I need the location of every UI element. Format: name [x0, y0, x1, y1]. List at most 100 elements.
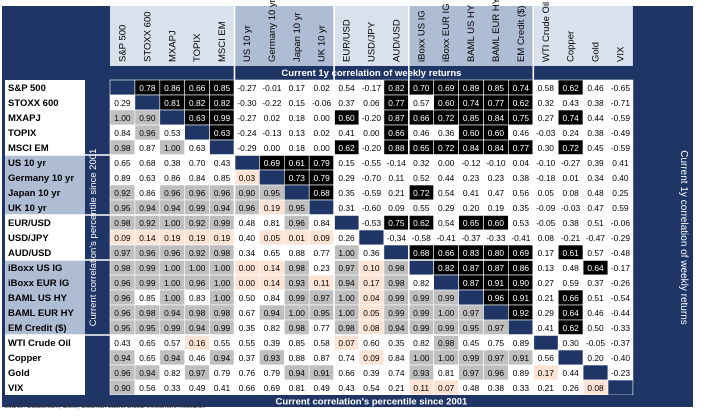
column-header-label: BAML US HY	[466, 4, 477, 62]
row-label: MSCI EM	[8, 143, 49, 154]
cell-value: 0.06	[363, 98, 380, 108]
cell-value: 0.83	[189, 293, 206, 303]
cell-value: 0.45	[587, 143, 604, 153]
cell-value: 0.04	[363, 293, 380, 303]
cell-value: 0.86	[164, 173, 181, 183]
cell-value: 0.17	[538, 368, 555, 378]
cell-value: 0.65	[139, 353, 156, 363]
cell-value: 0.81	[264, 218, 281, 228]
column-header-label: S&P 500	[117, 25, 128, 62]
cell-value: 0.84	[388, 353, 405, 363]
cell-value: 0.79	[264, 368, 281, 378]
cell-value: 0.05	[538, 188, 555, 198]
cell-value: 0.68	[413, 248, 430, 258]
cell-value: 1.00	[214, 278, 231, 288]
column-group-band	[234, 6, 335, 66]
cell-value: -0.14	[387, 158, 406, 168]
cell-value: 0.74	[463, 98, 480, 108]
cell-value: 0.99	[438, 293, 455, 303]
cell-value: 0.41	[538, 323, 555, 333]
cell-value: 0.20	[587, 353, 604, 363]
cell-value: 0.23	[463, 173, 480, 183]
cell-value: 0.87	[488, 263, 505, 273]
cell-value: 0.90	[513, 278, 530, 288]
cell-value: 0.85	[289, 338, 306, 348]
cell-value: 0.38	[164, 158, 181, 168]
cell-value: 0.98	[289, 263, 306, 273]
cell-value: 0.52	[413, 173, 430, 183]
cell-value: 0.97	[114, 248, 131, 258]
column-header-label: USD/JPY	[366, 21, 377, 62]
cell-value: 0.37	[239, 353, 256, 363]
cell-value: 0.99	[214, 218, 231, 228]
cell-value: -0.09	[536, 203, 555, 213]
cell-value: -0.58	[412, 233, 431, 243]
cell-value: 0.01	[562, 173, 579, 183]
cell-value: 0.86	[139, 188, 156, 198]
cell-value: 0.58	[313, 338, 330, 348]
cell-value: 0.35	[338, 188, 355, 198]
cell-value: 0.40	[612, 173, 629, 183]
cell-value: 0.43	[562, 98, 579, 108]
cell-value: 0.99	[139, 263, 156, 273]
cell-value: 1.00	[438, 308, 455, 318]
cell-value: 0.94	[114, 353, 131, 363]
row-label: BAML EUR HY	[8, 308, 74, 319]
cell-value: 0.60	[338, 113, 355, 123]
cell-value: 0.95	[463, 323, 480, 333]
cell-value: 0.64	[562, 308, 579, 318]
cell-value: 0.67	[239, 308, 256, 318]
cell-value: 0.19	[488, 203, 505, 213]
cell-value: 0.63	[189, 143, 206, 153]
cell-value: -0.27	[561, 158, 580, 168]
cell-value: 0.09	[363, 353, 380, 363]
cell-value: 0.77	[388, 98, 405, 108]
cell-value: 0.97	[463, 368, 480, 378]
cell-value: 0.30	[538, 143, 555, 153]
column-header-background	[110, 6, 633, 66]
cell-value: 0.94	[289, 368, 306, 378]
cell-value: 0.39	[587, 158, 604, 168]
cell-value: 1.00	[438, 353, 455, 363]
cell-value: 0.21	[388, 383, 405, 393]
cell-value: 0.96	[239, 203, 256, 213]
cell-value: 0.55	[214, 338, 231, 348]
cell-value: 0.76	[239, 368, 256, 378]
cell-value: 0.59	[562, 278, 579, 288]
cell-value: 0.49	[313, 383, 330, 393]
cell-value: 0.89	[463, 83, 480, 93]
column-header-label: TOPIX	[192, 33, 203, 62]
column-header-label: AUD/USD	[391, 19, 402, 62]
cell-value: 0.99	[289, 293, 306, 303]
cell-value: 0.34	[587, 173, 604, 183]
diagonal-cell	[109, 79, 136, 96]
cell-value: 0.19	[189, 233, 206, 243]
column-header-label: BAML EUR HY	[491, 0, 502, 62]
cell-value: 0.82	[264, 323, 281, 333]
cell-value: 0.96	[488, 368, 505, 378]
cell-value: 0.27	[538, 278, 555, 288]
cell-value: 0.94	[214, 203, 231, 213]
cell-value: 0.19	[214, 233, 231, 243]
cell-value: -0.10	[536, 158, 555, 168]
cell-value: 0.29	[438, 203, 455, 213]
cell-value: 0.57	[164, 338, 181, 348]
cell-value: 0.82	[164, 368, 181, 378]
cell-value: 0.25	[612, 188, 629, 198]
cell-value: 0.62	[513, 98, 530, 108]
cell-value: 0.46	[413, 128, 430, 138]
cell-value: 0.29	[114, 98, 131, 108]
cell-value: 0.69	[264, 158, 281, 168]
cell-value: 0.65	[139, 338, 156, 348]
column-group-band	[408, 6, 534, 66]
diagonal-cell	[184, 124, 210, 141]
cell-value: 0.84	[488, 113, 505, 123]
cell-value: 0.56	[538, 353, 555, 363]
cell-value: 0.34	[239, 248, 256, 258]
cell-value: -0.06	[611, 218, 630, 228]
cell-value: 0.94	[164, 203, 181, 213]
cell-value: -0.26	[611, 278, 630, 288]
cell-value: 0.04	[513, 158, 530, 168]
row-label: Gold	[8, 368, 30, 379]
diagonal-cell	[607, 379, 634, 396]
